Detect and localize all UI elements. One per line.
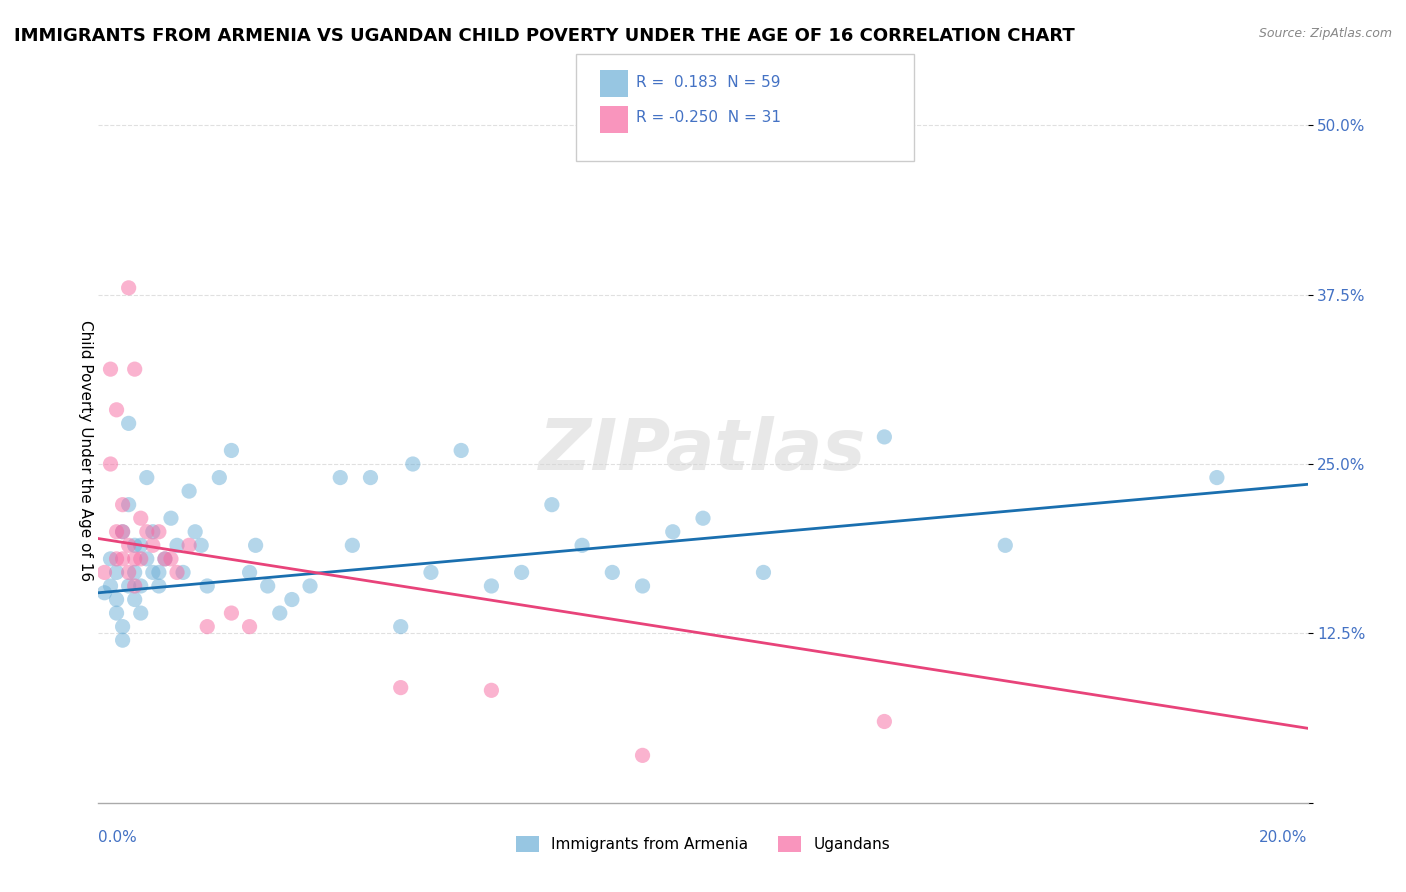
Point <box>195 579 218 593</box>
Point <box>873 430 896 444</box>
Point <box>208 470 231 484</box>
Point <box>221 443 243 458</box>
Point <box>142 524 165 539</box>
Point <box>142 538 165 552</box>
Text: R = -0.250  N = 31: R = -0.250 N = 31 <box>636 111 780 125</box>
Point <box>111 524 134 539</box>
Legend: Immigrants from Armenia, Ugandans: Immigrants from Armenia, Ugandans <box>509 830 897 859</box>
Point <box>135 470 157 484</box>
Point <box>342 538 364 552</box>
Point <box>160 552 183 566</box>
Point <box>481 579 503 593</box>
Point <box>135 552 157 566</box>
Point <box>100 362 122 376</box>
Point <box>111 619 134 633</box>
Point <box>179 484 201 499</box>
Point <box>105 524 128 539</box>
Point <box>239 619 262 633</box>
Point <box>124 552 146 566</box>
Point <box>184 524 207 539</box>
Point <box>281 592 304 607</box>
Point <box>256 579 278 593</box>
Point <box>148 566 170 580</box>
Point <box>100 579 122 593</box>
Point <box>752 566 775 580</box>
Point <box>179 538 201 552</box>
Point <box>148 524 170 539</box>
Point <box>118 566 141 580</box>
Point <box>118 579 141 593</box>
Point <box>124 362 146 376</box>
Y-axis label: Child Poverty Under the Age of 16: Child Poverty Under the Age of 16 <box>77 320 93 581</box>
Point <box>1206 470 1229 484</box>
Point <box>105 402 128 417</box>
Point <box>661 524 683 539</box>
Point <box>160 511 183 525</box>
Point <box>124 579 146 593</box>
Point <box>299 579 322 593</box>
Point <box>129 579 152 593</box>
Point <box>111 552 134 566</box>
Point <box>100 552 122 566</box>
Point <box>129 511 152 525</box>
Point <box>118 498 141 512</box>
Point <box>129 552 152 566</box>
Point <box>190 538 212 552</box>
Point <box>118 538 141 552</box>
Point <box>118 281 141 295</box>
Point <box>135 524 157 539</box>
Point <box>631 748 654 763</box>
Point <box>124 566 146 580</box>
Text: Source: ZipAtlas.com: Source: ZipAtlas.com <box>1258 27 1392 40</box>
Point <box>994 538 1017 552</box>
Text: ZIPatlas: ZIPatlas <box>540 416 866 485</box>
Point <box>105 606 128 620</box>
Text: IMMIGRANTS FROM ARMENIA VS UGANDAN CHILD POVERTY UNDER THE AGE OF 16 CORRELATION: IMMIGRANTS FROM ARMENIA VS UGANDAN CHILD… <box>14 27 1074 45</box>
Point <box>142 566 165 580</box>
Text: 0.0%: 0.0% <box>98 830 138 845</box>
Point <box>510 566 533 580</box>
Point <box>153 552 176 566</box>
Point <box>166 538 188 552</box>
Point <box>111 633 134 648</box>
Point <box>93 566 115 580</box>
Text: R =  0.183  N = 59: R = 0.183 N = 59 <box>636 75 780 89</box>
Point <box>148 579 170 593</box>
Point <box>245 538 267 552</box>
Point <box>420 566 443 580</box>
Point <box>118 417 141 431</box>
Point <box>571 538 593 552</box>
Point <box>402 457 425 471</box>
Point <box>111 498 134 512</box>
Point <box>124 538 146 552</box>
Point <box>166 566 188 580</box>
Point <box>602 566 624 580</box>
Point <box>105 566 128 580</box>
Point <box>389 619 412 633</box>
Point <box>481 683 503 698</box>
Point <box>692 511 714 525</box>
Point <box>631 579 654 593</box>
Point <box>100 457 122 471</box>
Point <box>105 592 128 607</box>
Point <box>93 586 115 600</box>
Point <box>389 681 412 695</box>
Point <box>172 566 194 580</box>
Point <box>269 606 291 620</box>
Text: 20.0%: 20.0% <box>1260 830 1308 845</box>
Point <box>153 552 176 566</box>
Point <box>873 714 896 729</box>
Point <box>221 606 243 620</box>
Point <box>129 606 152 620</box>
Point <box>124 592 146 607</box>
Point <box>111 524 134 539</box>
Point <box>450 443 472 458</box>
Point <box>195 619 218 633</box>
Point <box>540 498 562 512</box>
Point <box>360 470 382 484</box>
Point <box>329 470 352 484</box>
Point <box>129 538 152 552</box>
Point <box>105 552 128 566</box>
Point <box>239 566 262 580</box>
